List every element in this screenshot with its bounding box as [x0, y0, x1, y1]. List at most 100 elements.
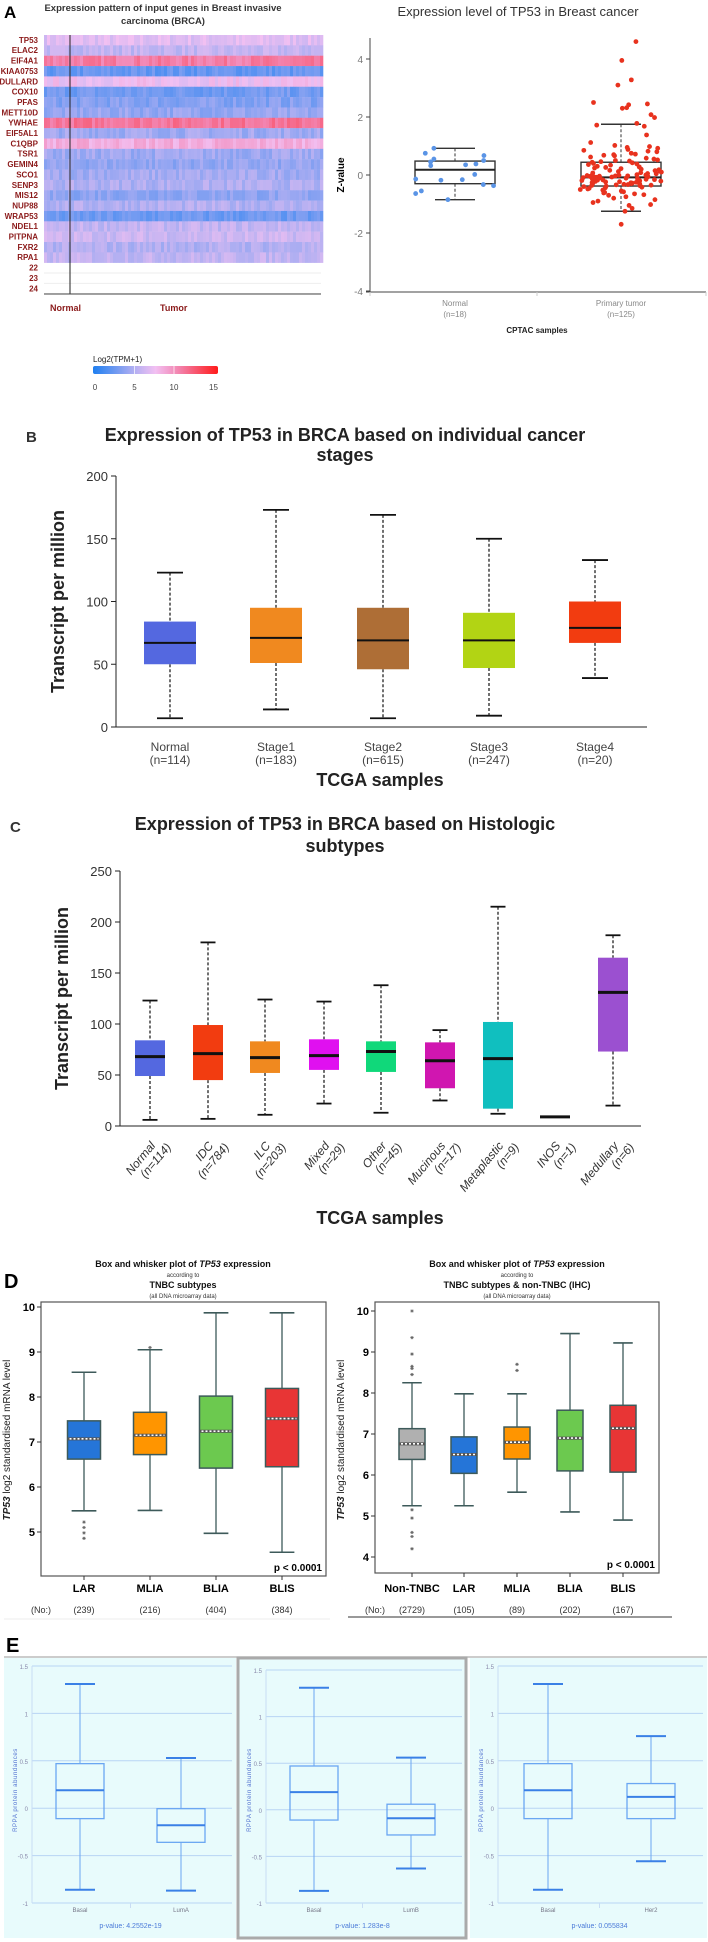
heatmap-cell [194, 55, 198, 67]
heatmap-cell [53, 107, 57, 118]
heatmap-cell [230, 107, 234, 118]
heatmap-cell [53, 66, 57, 77]
heatmap-cell [287, 200, 291, 212]
heatmap-cell [308, 86, 312, 98]
heatmap-cell [65, 107, 69, 118]
heatmap-cell [104, 148, 108, 160]
heatmap-cell [242, 55, 246, 67]
heatmap-cell [59, 45, 63, 56]
heatmap-cell [248, 66, 252, 77]
heatmap-cell [317, 200, 321, 212]
heatmap-cell [290, 231, 294, 243]
heatmap-cell [296, 45, 300, 56]
heatmap-cell [269, 76, 273, 87]
heatmap-cell [320, 45, 324, 56]
data-point [431, 145, 437, 151]
heatmap-cell [197, 117, 201, 129]
heatmap-cell [194, 242, 198, 253]
heatmap-cell [260, 169, 264, 181]
heatmap-cell [134, 221, 138, 232]
data-point [629, 205, 635, 211]
heatmap-cell [230, 97, 234, 108]
heatmap-cell [158, 148, 162, 160]
heatmap-cell [149, 148, 153, 160]
y-tick-label: -1 [23, 1902, 29, 1908]
heatmap-cell [116, 179, 120, 191]
heatmap-cell [161, 76, 165, 87]
heatmap-cell [71, 35, 75, 46]
heatmap-cell [305, 66, 309, 77]
heatmap-cell [155, 117, 159, 129]
heatmap-cell [263, 200, 267, 212]
heatmap-cell [281, 252, 285, 263]
heatmap-cell [290, 200, 294, 212]
heatmap-cell [155, 252, 159, 263]
category-label-group: Medullary(n=6) [577, 1138, 637, 1188]
y-tick-label: -1 [489, 1902, 495, 1908]
category-label: Stage2 [364, 740, 402, 754]
heatmap-cell [176, 242, 180, 253]
heatmap-cell [182, 221, 186, 232]
heatmap-cell [227, 169, 231, 181]
category-count: (239) [73, 1605, 94, 1615]
heatmap-cell [227, 97, 231, 108]
heatmap-cell [152, 169, 156, 181]
heatmap-cell [278, 242, 282, 253]
heatmap-cell [302, 107, 306, 118]
heatmap-cell [281, 190, 285, 201]
heatmap-cell [209, 231, 213, 243]
heatmap-cell [56, 107, 60, 118]
heatmap-cell [320, 242, 324, 253]
heatmap-cell [275, 231, 279, 243]
data-point [641, 123, 647, 129]
heatmap-cell [230, 35, 234, 46]
heatmap-cell [164, 76, 168, 87]
heatmap-cell [260, 97, 264, 108]
heatmap-cell [65, 76, 69, 87]
heatmap-cell [170, 86, 174, 98]
heatmap-cell [137, 210, 141, 222]
heatmap-cell [305, 107, 309, 118]
category-label: Basal [72, 1908, 87, 1914]
heatmap-cell [65, 117, 69, 129]
heatmap-cell [131, 117, 135, 129]
heatmap-cell [311, 35, 315, 46]
heatmap-cell [257, 66, 261, 77]
heatmap-cell [164, 179, 168, 191]
heatmap-cell [296, 169, 300, 181]
heatmap-cell [71, 76, 75, 87]
heatmap-cell [125, 242, 129, 253]
heatmap-cell [296, 86, 300, 98]
heatmap-cell [44, 200, 48, 212]
heatmap-cell [239, 117, 243, 129]
heatmap-cell [251, 45, 255, 56]
heatmap-cell [98, 210, 102, 222]
heatmap-cell [62, 138, 66, 150]
title-suffix: expression [221, 1259, 271, 1269]
heatmap-cell [302, 55, 306, 67]
heatmap-cell [158, 169, 162, 181]
heatmap-cell [62, 210, 66, 222]
heatmap-cell [284, 86, 288, 98]
heatmap-cell [242, 179, 246, 191]
heatmap-cell [110, 117, 114, 129]
heatmap-cell [134, 35, 138, 46]
heatmap-cell [245, 86, 249, 98]
heatmap-cell [146, 179, 150, 191]
heatmap-cell [296, 76, 300, 87]
heatmap-cell [302, 86, 306, 98]
y-tick-label: 8 [363, 1388, 369, 1400]
heatmap-cell [62, 107, 66, 118]
heatmap-cell [293, 252, 297, 263]
data-point [617, 179, 622, 185]
heatmap-cell [191, 128, 195, 139]
heatmap-cell [236, 66, 240, 77]
heatmap-cell [152, 66, 156, 77]
heatmap-cell [287, 169, 291, 181]
heatmap-cell [56, 159, 60, 170]
heatmap-cell [299, 210, 303, 222]
heatmap-cell [104, 159, 108, 170]
heatmap-cell [131, 169, 135, 181]
data-point [603, 179, 609, 185]
heatmap-cell [218, 138, 222, 150]
